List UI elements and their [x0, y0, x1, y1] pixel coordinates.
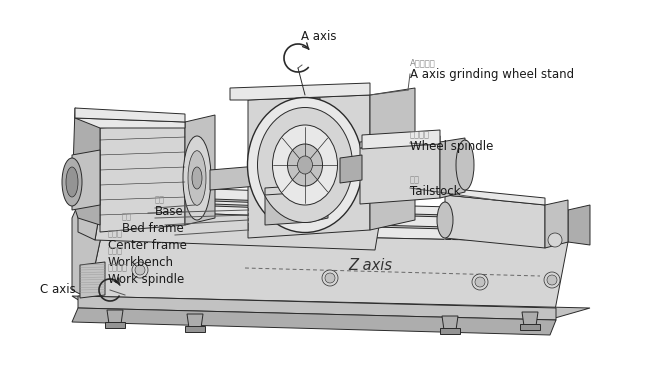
Polygon shape: [75, 108, 185, 122]
Text: 床身: 床身: [122, 212, 132, 221]
Polygon shape: [310, 188, 328, 222]
Text: A axis: A axis: [301, 30, 337, 43]
Polygon shape: [102, 198, 568, 242]
Ellipse shape: [192, 167, 202, 189]
Ellipse shape: [298, 156, 312, 174]
Ellipse shape: [456, 140, 474, 190]
Polygon shape: [88, 298, 555, 318]
Polygon shape: [360, 142, 440, 204]
Polygon shape: [370, 88, 415, 230]
Text: Base: Base: [155, 205, 183, 218]
Polygon shape: [185, 326, 205, 332]
Circle shape: [132, 262, 148, 278]
Polygon shape: [210, 165, 270, 190]
Polygon shape: [442, 316, 458, 330]
Polygon shape: [72, 308, 556, 335]
Text: 工作台: 工作台: [108, 246, 123, 255]
Polygon shape: [295, 98, 315, 230]
Text: A轴砂轮架: A轴砂轮架: [410, 58, 436, 67]
Polygon shape: [380, 190, 400, 220]
Text: Tailstock: Tailstock: [410, 185, 461, 198]
Polygon shape: [248, 95, 370, 238]
Polygon shape: [100, 122, 185, 232]
Polygon shape: [72, 108, 100, 225]
Text: 中心架: 中心架: [108, 229, 123, 238]
Polygon shape: [105, 322, 125, 328]
Circle shape: [544, 272, 560, 288]
Ellipse shape: [437, 202, 453, 238]
Polygon shape: [110, 218, 560, 232]
Text: A axis grinding wheel stand: A axis grinding wheel stand: [410, 68, 574, 81]
Polygon shape: [72, 198, 102, 298]
Circle shape: [475, 277, 485, 287]
Ellipse shape: [288, 144, 323, 186]
Polygon shape: [88, 232, 568, 310]
Polygon shape: [522, 312, 538, 326]
Text: Center frame: Center frame: [108, 239, 187, 252]
Polygon shape: [100, 195, 380, 207]
Ellipse shape: [62, 158, 82, 206]
Polygon shape: [520, 324, 540, 330]
Polygon shape: [440, 138, 465, 198]
Ellipse shape: [273, 125, 337, 205]
Polygon shape: [290, 98, 320, 230]
Text: 底座: 底座: [155, 195, 165, 204]
Polygon shape: [545, 200, 568, 248]
Text: Z axis: Z axis: [348, 258, 392, 273]
Polygon shape: [445, 188, 545, 205]
Polygon shape: [78, 185, 100, 240]
Polygon shape: [95, 210, 380, 250]
Text: Work spindle: Work spindle: [108, 273, 184, 286]
Text: 尾座: 尾座: [410, 175, 420, 184]
Polygon shape: [100, 185, 380, 220]
Polygon shape: [340, 155, 362, 183]
Polygon shape: [362, 130, 440, 149]
Text: Workbench: Workbench: [108, 256, 174, 269]
Polygon shape: [78, 296, 556, 320]
Ellipse shape: [188, 151, 206, 205]
Circle shape: [325, 273, 335, 283]
Text: Bed frame: Bed frame: [122, 222, 183, 235]
Polygon shape: [360, 136, 440, 148]
Polygon shape: [185, 115, 215, 225]
Ellipse shape: [66, 167, 78, 197]
Circle shape: [548, 233, 562, 247]
Text: 砂轮主轴: 砂轮主轴: [410, 130, 430, 139]
Polygon shape: [265, 192, 310, 225]
Text: Wheel spindle: Wheel spindle: [410, 140, 494, 153]
Circle shape: [322, 270, 338, 286]
Polygon shape: [72, 150, 100, 210]
Polygon shape: [110, 206, 560, 220]
Ellipse shape: [257, 108, 352, 223]
Polygon shape: [265, 185, 310, 195]
Text: C axis: C axis: [40, 283, 76, 296]
Ellipse shape: [183, 136, 211, 220]
Polygon shape: [440, 328, 460, 334]
Polygon shape: [100, 200, 380, 212]
Polygon shape: [187, 314, 203, 328]
Polygon shape: [75, 118, 185, 128]
Circle shape: [472, 274, 488, 290]
Polygon shape: [445, 195, 545, 248]
Polygon shape: [80, 262, 105, 298]
Ellipse shape: [248, 97, 362, 233]
Circle shape: [547, 275, 557, 285]
Polygon shape: [72, 296, 590, 318]
Text: 工件主轴: 工件主轴: [108, 263, 128, 272]
Polygon shape: [230, 83, 370, 100]
Polygon shape: [568, 205, 590, 245]
Circle shape: [135, 265, 145, 275]
Polygon shape: [107, 310, 123, 324]
